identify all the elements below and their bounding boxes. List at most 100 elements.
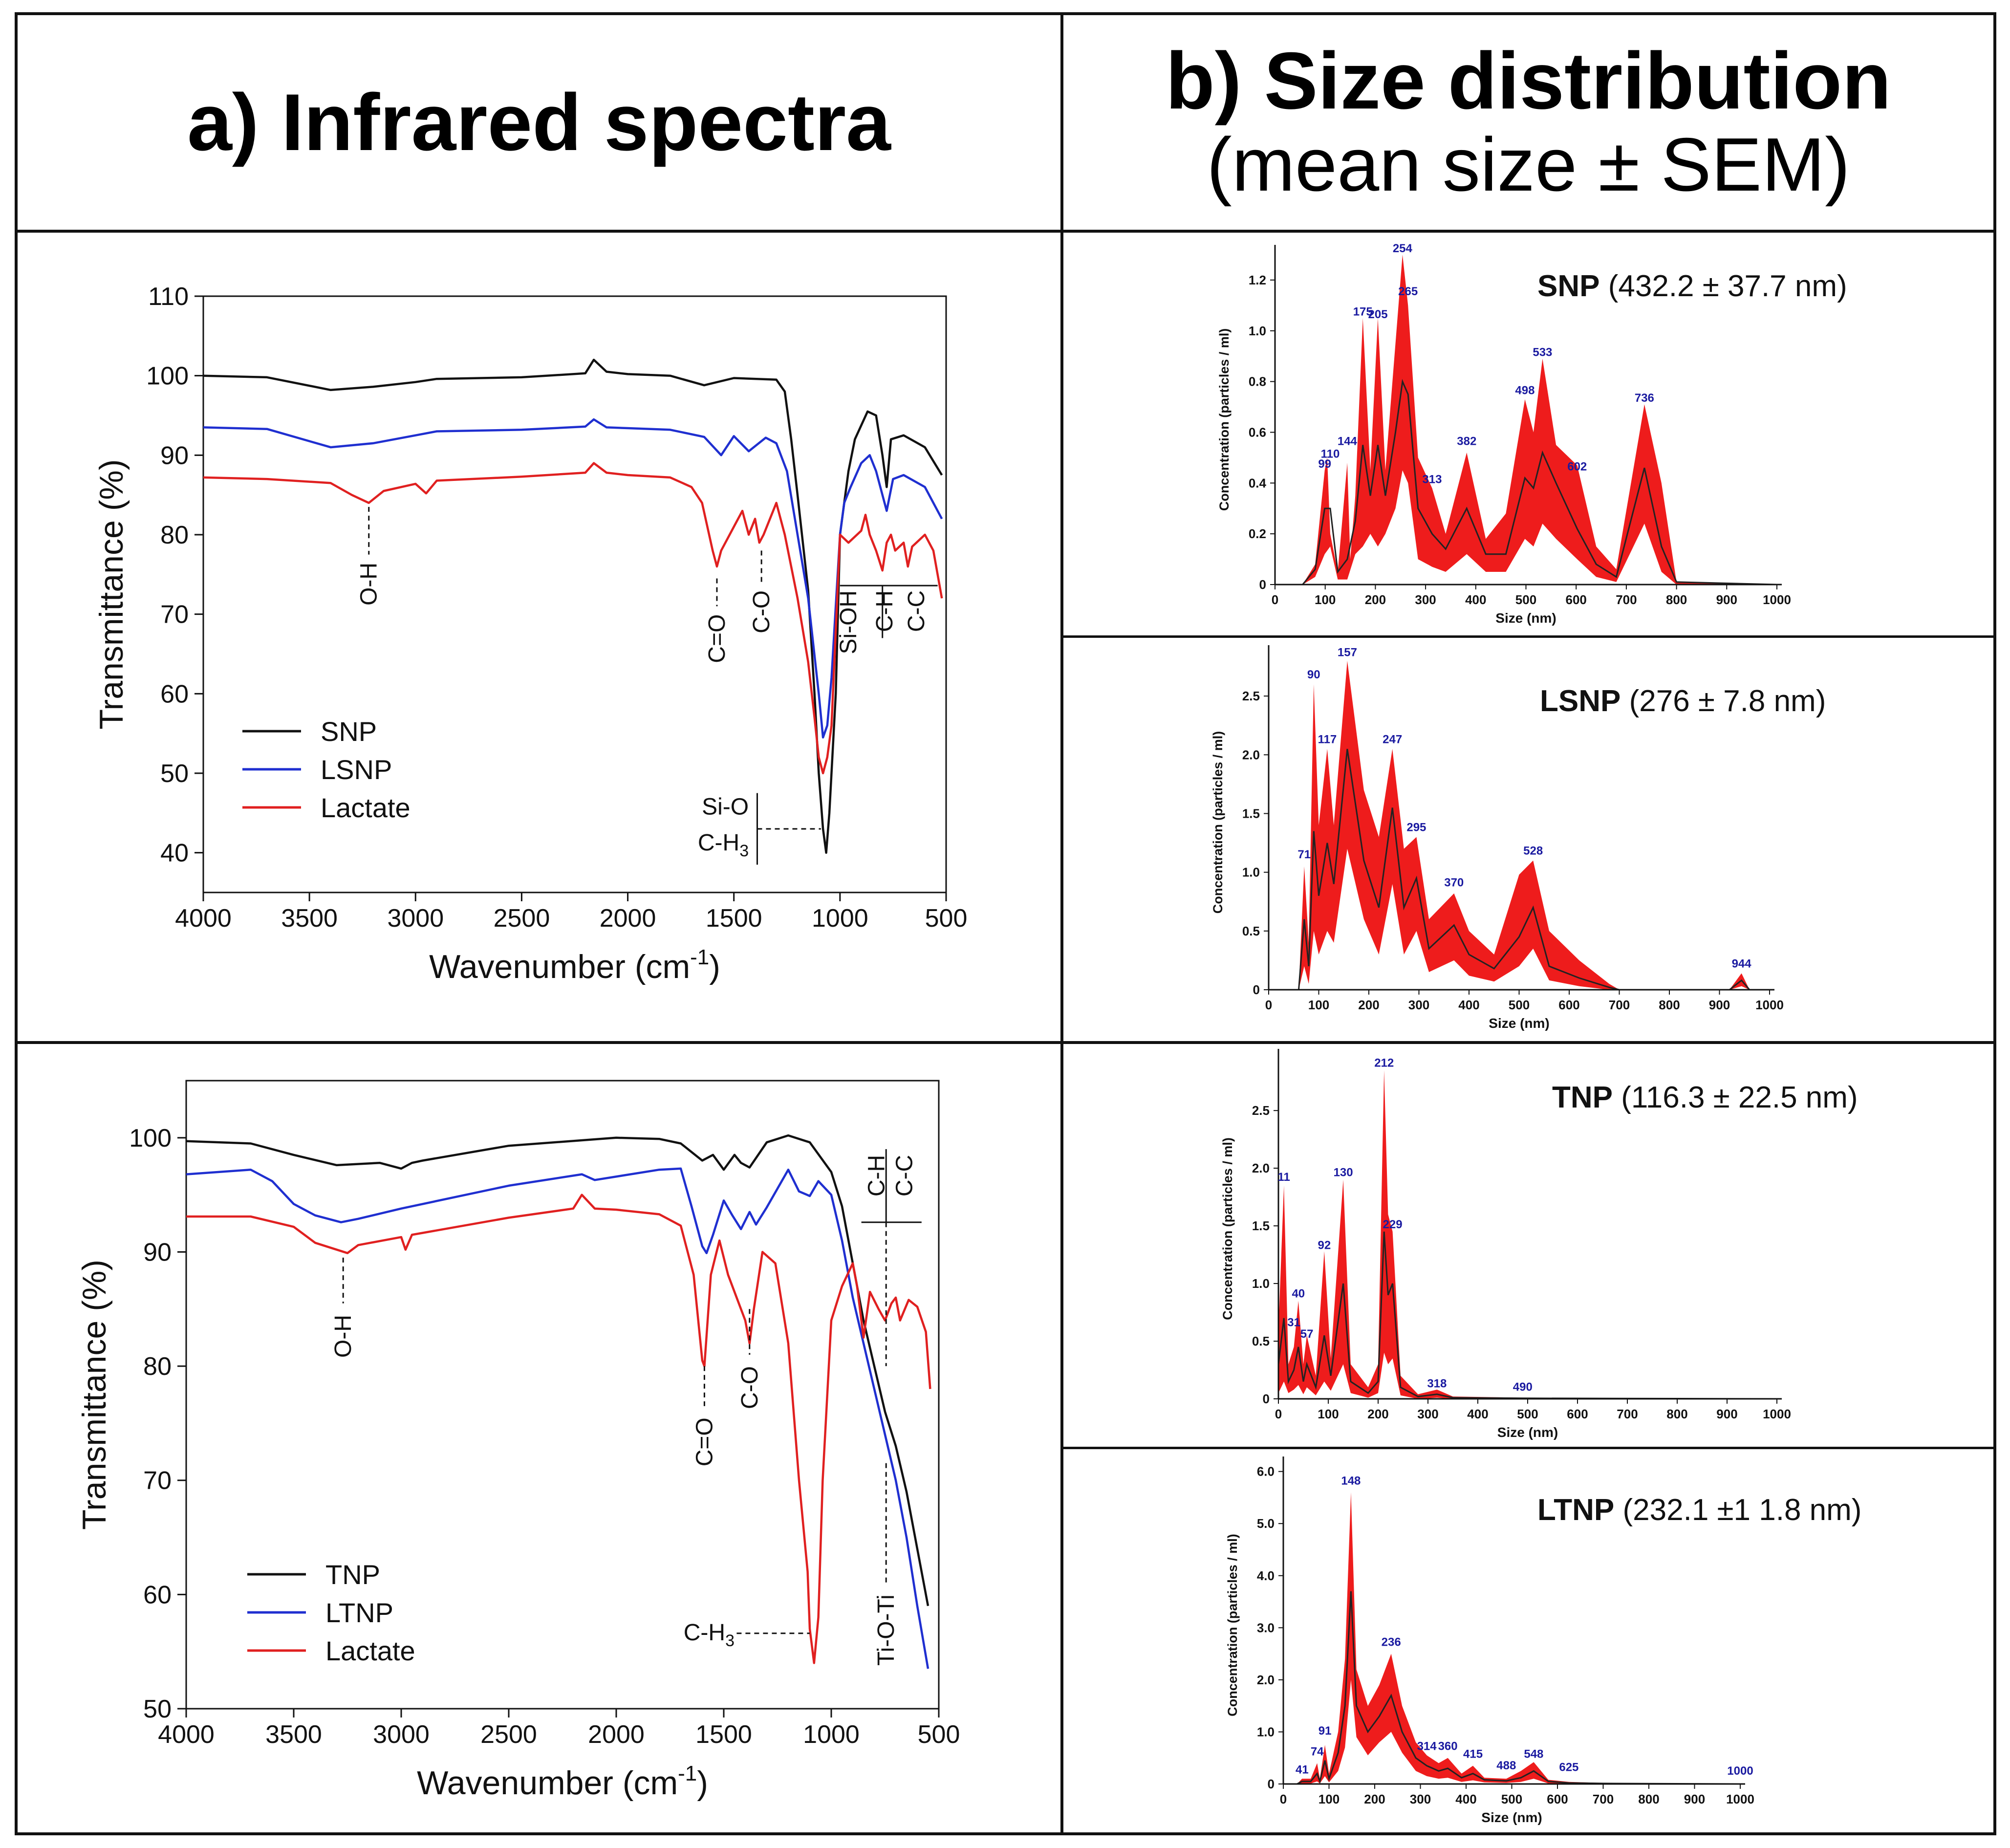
annotation-ti-o-ti: Ti-O-Ti	[873, 1594, 899, 1666]
x-tick-label: 700	[1616, 592, 1637, 607]
peak-label: 11	[1278, 1171, 1290, 1184]
annotation-c-double-o: C=O	[704, 614, 730, 663]
header-b-line1: b) Size distribution	[1166, 35, 1891, 126]
peak-label: 254	[1393, 242, 1413, 255]
x-axis-label: Size (nm)	[1497, 1425, 1558, 1440]
annotation-c-h3-sub: 3	[725, 1631, 735, 1650]
right-row-divider-2	[1060, 1041, 1996, 1044]
ir_titania-svg: 4000 3500 3000 2500 2000 1500 1000 500 50 60 70 80 9…	[76, 1080, 960, 1802]
x-tick-label: 0	[1265, 998, 1272, 1012]
y-tick-label: 2.0	[1257, 1673, 1275, 1687]
y-tick-label: 1.0	[1242, 865, 1260, 880]
nta-title-mean: (116.3 ± 22.5 nm)	[1613, 1081, 1858, 1114]
annotation-c-o: C-O	[749, 590, 775, 633]
y-tick-label: 5.0	[1257, 1516, 1275, 1531]
peak-label: 360	[1438, 1740, 1458, 1753]
y-axis-label: Concentration (particles / ml)	[1225, 1534, 1240, 1717]
series-line-ltnp	[186, 1167, 929, 1669]
mean-line	[1277, 1231, 1777, 1400]
x-axis-label-main: Wavenumber (cm	[417, 1764, 678, 1802]
plot-area	[185, 1080, 940, 1710]
peak-label: 236	[1382, 1636, 1401, 1649]
y-tick-label: 2.0	[1252, 1161, 1270, 1175]
plot-area	[202, 295, 947, 893]
series-line-snp	[203, 358, 943, 854]
nta-title: TNP (116.3 ± 22.5 nm)	[1552, 1081, 1858, 1114]
peak-label: 602	[1567, 460, 1587, 473]
peak-label: 944	[1732, 957, 1752, 970]
peak-label: 382	[1457, 435, 1476, 448]
header-divider	[15, 230, 1996, 233]
y-tick-label: 50	[160, 760, 189, 788]
x-tick-label: 300	[1417, 1407, 1438, 1421]
x-tick-label: 300	[1408, 998, 1429, 1012]
x-tick-label: 400	[1458, 998, 1479, 1012]
legend-label-lactate: Lactate	[321, 792, 411, 823]
x-tick-label: 700	[1593, 1792, 1614, 1806]
x-tick-label: 3000	[387, 904, 444, 933]
nta-title-mean: (232.1 ±1 1.8 nm)	[1614, 1493, 1861, 1527]
y-tick-label: 80	[160, 521, 189, 549]
x-tick-label: 200	[1365, 592, 1386, 607]
x-tick-label: 800	[1666, 592, 1687, 607]
nta-title-mean: (432.2 ± 37.7 nm)	[1599, 269, 1847, 303]
figure-frame	[15, 12, 1996, 1835]
peak-label: 247	[1383, 733, 1402, 746]
series-line-lactate	[186, 1194, 931, 1664]
x-tick-label: 1500	[695, 1720, 752, 1749]
legend-label-snp: SNP	[321, 716, 377, 747]
x-axis-label: Wavenumber (cm-1)	[429, 945, 720, 985]
peak-label: 130	[1334, 1166, 1353, 1179]
x-tick-label: 400	[1455, 1792, 1476, 1806]
y-tick-label: 90	[143, 1238, 172, 1266]
peak-label: 370	[1444, 876, 1464, 889]
x-tick-label: 100	[1318, 1407, 1339, 1421]
peak-label: 205	[1368, 308, 1388, 321]
nta_snp-svg: 0 100 200 300 400 500 600 700 800 900 1000 0 0.2 0.4 0…	[1217, 242, 1847, 626]
y-axis-label: Concentration (particles / ml)	[1220, 1137, 1235, 1320]
y-tick-label: 60	[160, 680, 189, 708]
peak-label: 1000	[1727, 1764, 1753, 1778]
peak-label: 265	[1398, 285, 1418, 298]
x-tick-label: 200	[1358, 998, 1379, 1012]
right-row-divider-1	[1060, 635, 1996, 638]
y-tick-label: 1.0	[1257, 1724, 1275, 1739]
y-axis-label: Transmittance (%)	[93, 459, 130, 730]
mean-line	[1302, 379, 1777, 586]
x-tick-label: 100	[1315, 592, 1336, 607]
peak-label: 57	[1300, 1327, 1314, 1341]
annotation-c-c: C-C	[904, 590, 929, 632]
peak-label: 175	[1353, 305, 1373, 319]
series-line-lactate	[203, 462, 943, 775]
y-tick-label: 1.0	[1249, 324, 1266, 338]
y-tick-label: 0.4	[1249, 476, 1267, 490]
y-tick-label: 60	[143, 1581, 172, 1609]
peak-label: 157	[1338, 646, 1357, 659]
peak-label: 40	[1292, 1287, 1305, 1300]
header-infrared-spectra: a) Infrared spectra	[18, 15, 1060, 230]
y-tick-label: 40	[160, 839, 189, 868]
y-tick-label: 70	[160, 601, 189, 629]
nta_tnp-svg: 0 100 200 300 400 500 600 700 800 900 1000 0 0.5 1.0 1…	[1220, 1049, 1858, 1440]
x-tick-label: 600	[1547, 1792, 1568, 1806]
x-axis-label-sup: -1	[678, 1761, 697, 1785]
x-tick-label: 3000	[373, 1720, 430, 1749]
peak-label: 488	[1496, 1759, 1516, 1772]
peak-label: 314	[1417, 1740, 1437, 1753]
legend-label-lactate: Lactate	[325, 1635, 415, 1666]
nta-title-sample: SNP	[1537, 269, 1599, 303]
annotation-c-h3: C-H3	[684, 1620, 735, 1650]
nta-title: LTNP (232.1 ±1 1.8 nm)	[1537, 1493, 1861, 1527]
y-tick-label: 110	[148, 283, 189, 311]
x-tick-label: 1000	[1763, 592, 1791, 607]
x-tick-label: 800	[1659, 998, 1680, 1012]
peak-label: 736	[1635, 391, 1654, 405]
x-tick-label: 600	[1558, 998, 1579, 1012]
ir-silica-chart: 4000 3500 3000 2500 2000 1500 1000 500 40 50 60 70 8…	[18, 233, 1060, 1041]
x-tick-label: 900	[1716, 1407, 1737, 1421]
nta-ltnp-chart: 0 100 200 300 400 500 600 700 800 900 1000 0 1.0 2.0 3…	[1063, 1449, 1993, 1835]
x-tick-label: 4000	[158, 1720, 215, 1749]
sem-band	[1278, 1070, 1777, 1399]
y-tick-label: 0	[1253, 982, 1260, 997]
nta-title-sample: LSNP	[1540, 684, 1621, 718]
